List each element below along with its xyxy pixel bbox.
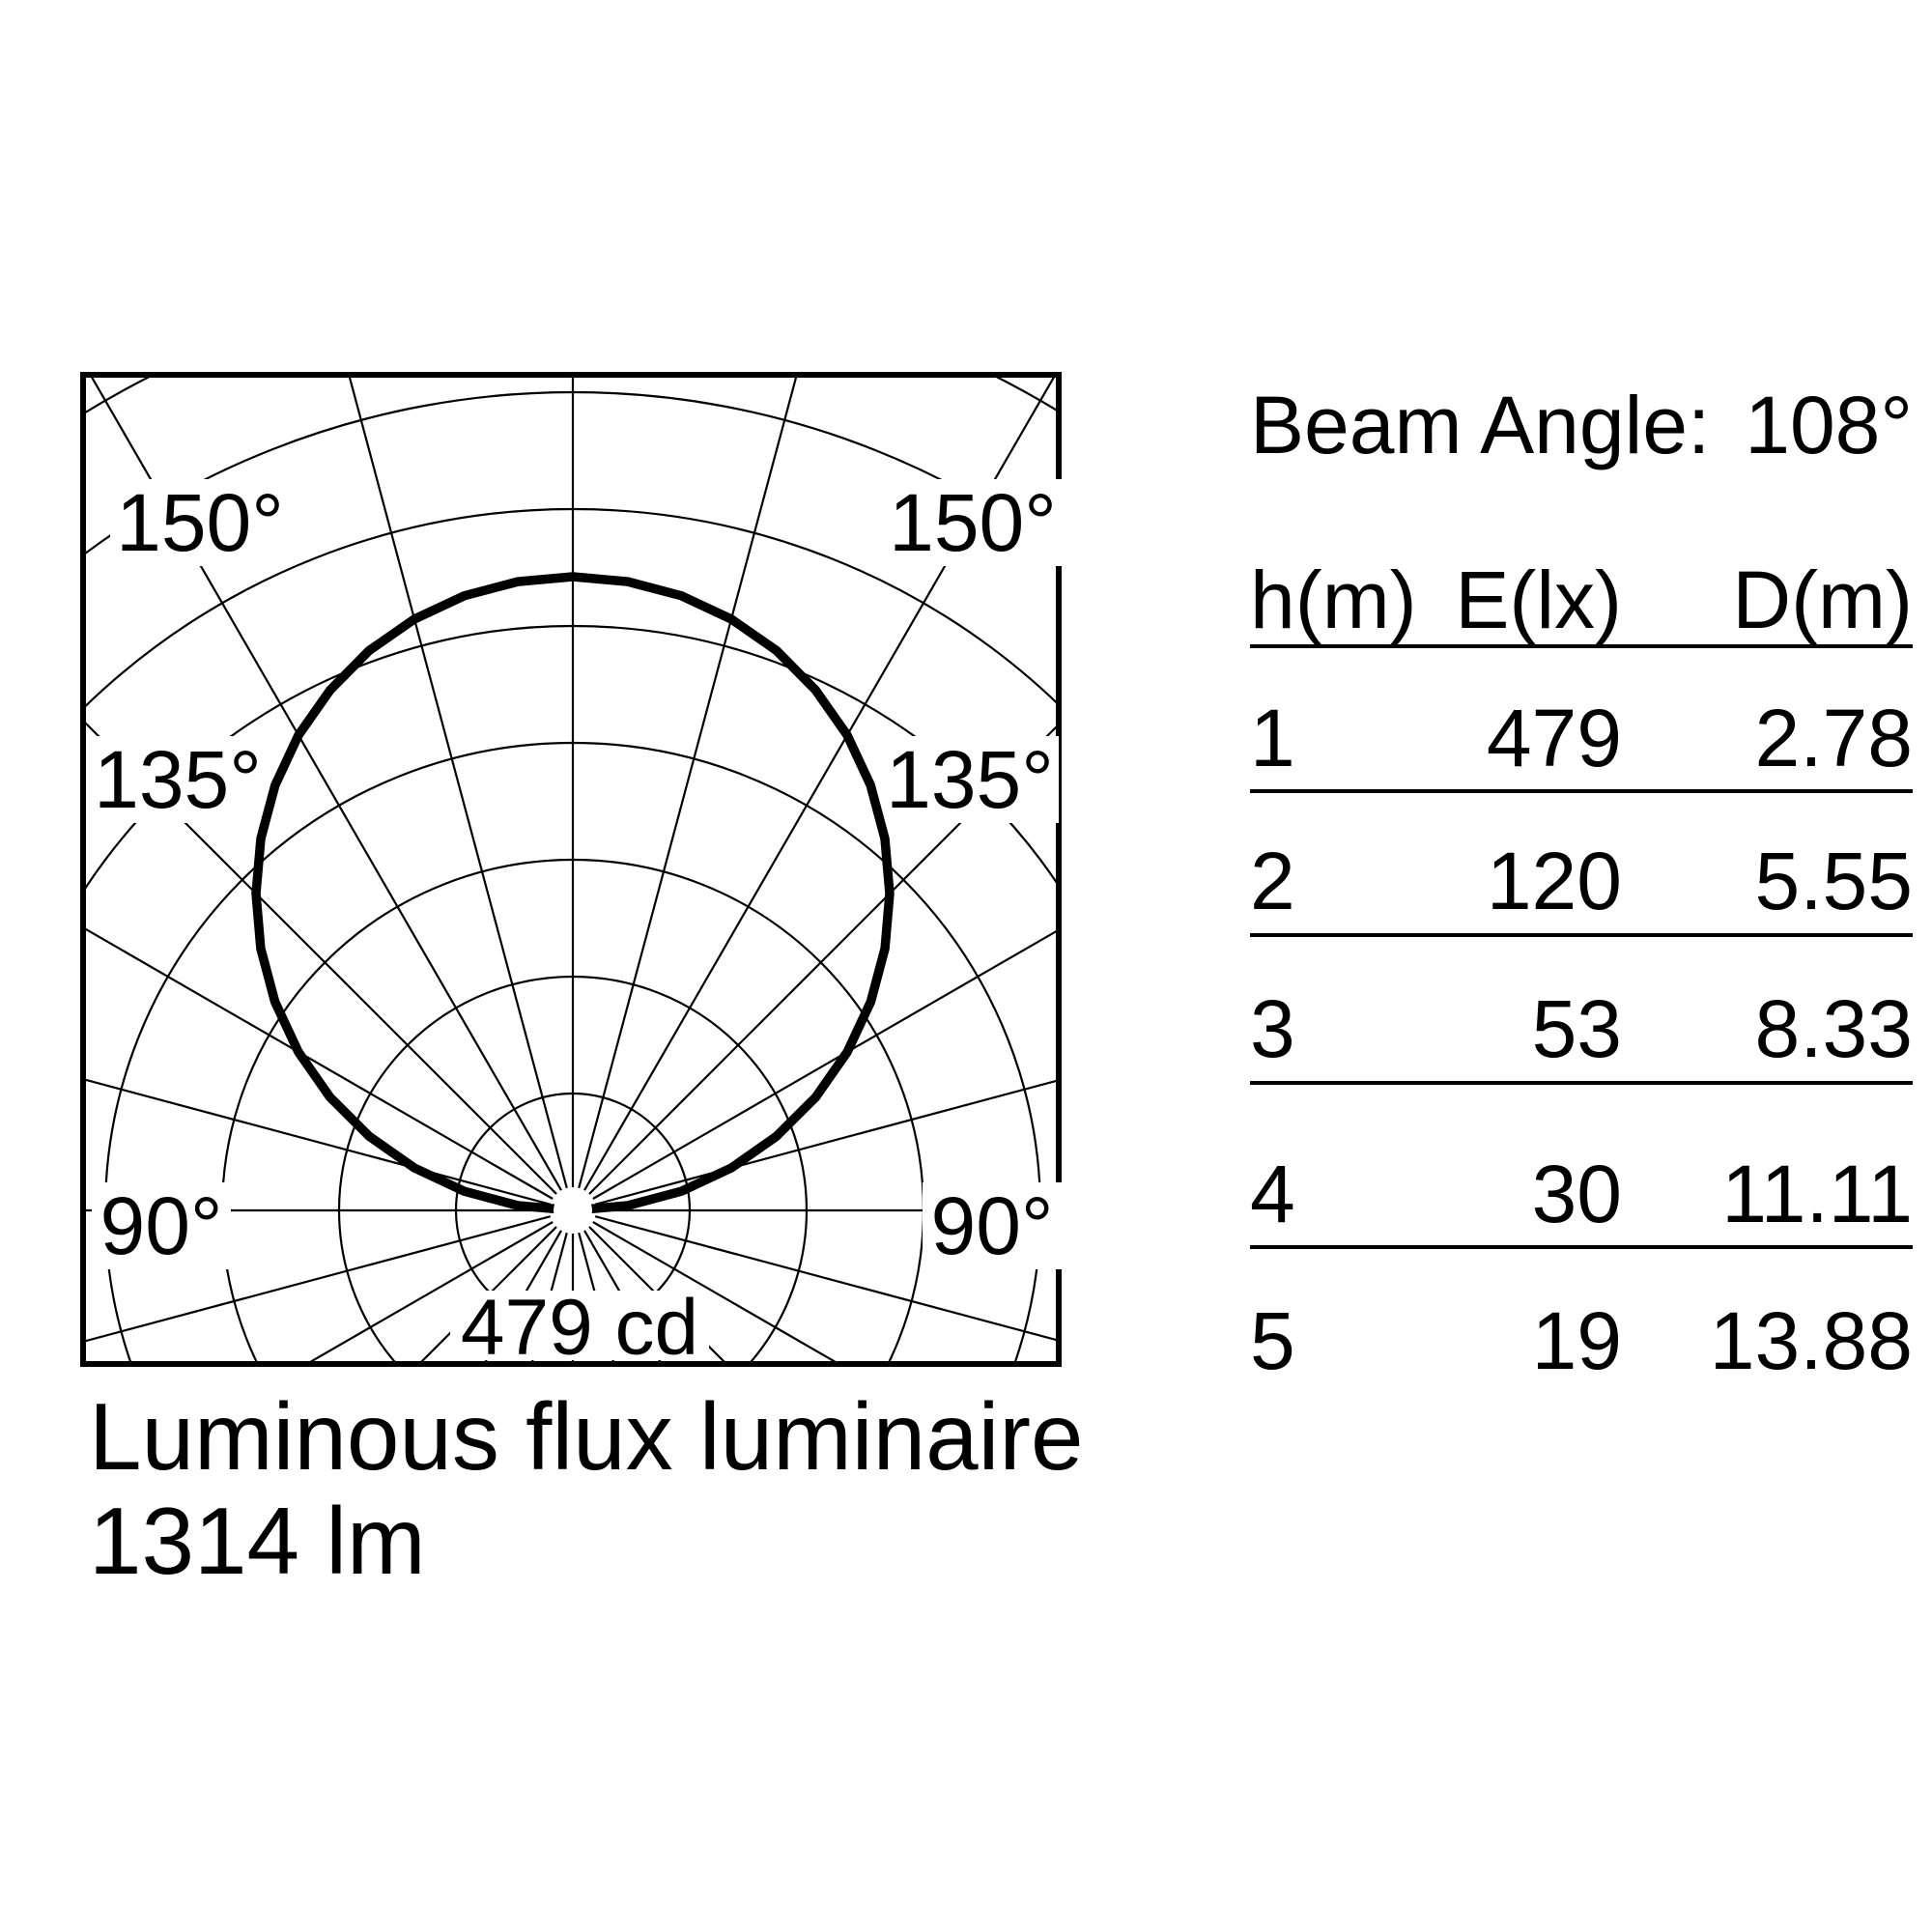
- cell-h: 4: [1250, 1149, 1295, 1239]
- label-bg: [89, 736, 267, 823]
- beam-angle-row: Beam Angle: 108°: [1250, 375, 1913, 475]
- col-header-h: h(m): [1250, 554, 1417, 645]
- cell-e: 53: [1531, 983, 1622, 1074]
- max-intensity-label: 479 cd: [461, 1284, 698, 1372]
- grid-spoke: [83, 926, 554, 1200]
- grid-spoke: [83, 1078, 552, 1206]
- grid-spoke: [83, 1215, 552, 1343]
- cell-h: 1: [1250, 693, 1295, 783]
- cell-e: 19: [1531, 1295, 1622, 1386]
- angle-labels: 150° 150° 135° 135° 90° 90°: [89, 477, 1063, 1271]
- table-row-4: 4 30 11.11: [1250, 1144, 1913, 1244]
- table-row-1: 1 479 2.78: [1250, 688, 1913, 788]
- angle-label-90-left: 90°: [99, 1180, 222, 1271]
- label-bg: [110, 479, 290, 566]
- table-rule: [1250, 1245, 1913, 1249]
- table-rule: [1250, 1081, 1913, 1085]
- angle-label-135-right: 135°: [886, 734, 1054, 825]
- cell-e: 479: [1486, 693, 1622, 783]
- angle-label-150-right: 150°: [889, 477, 1057, 568]
- label-bg: [881, 736, 1059, 823]
- cell-h: 2: [1250, 836, 1295, 926]
- table-row-2: 2 120 5.55: [1250, 831, 1913, 931]
- table-row-5: 5 19 13.88: [1250, 1291, 1913, 1391]
- grid-ring: [83, 391, 1059, 557]
- grid-spoke: [304, 1221, 554, 1364]
- cell-e: 30: [1531, 1149, 1622, 1239]
- max-intensity-label-group: 479 cd: [450, 1284, 709, 1372]
- label-bg: [923, 1182, 1062, 1269]
- intensity-curve: [251, 572, 895, 1215]
- cell-d: 11.11: [1721, 1149, 1913, 1239]
- caption-flux-value: 1314 lm: [89, 1488, 426, 1594]
- table-rule: [1250, 644, 1913, 648]
- grid-spoke: [594, 1215, 1059, 1342]
- table-header-row: h(m) E(lx) D(m): [1250, 550, 1913, 650]
- chart-border: [80, 372, 1062, 1367]
- cell-d: 2.78: [1754, 693, 1914, 783]
- col-header-d: D(m): [1732, 554, 1913, 645]
- cell-e: 120: [1486, 836, 1622, 926]
- angle-label-90-right: 90°: [930, 1180, 1053, 1271]
- beam-angle-value: 108°: [1745, 380, 1913, 470]
- caption-title: Luminous flux luminaire: [89, 1383, 1084, 1490]
- grid-spoke: [594, 1079, 1059, 1206]
- grid-spoke: [578, 375, 798, 1189]
- label-bg: [450, 1291, 709, 1360]
- table-rule: [1250, 933, 1913, 937]
- grid-spoke: [588, 1226, 728, 1364]
- grid-spoke: [592, 1221, 841, 1364]
- cell-h: 3: [1250, 983, 1295, 1074]
- cell-h: 5: [1250, 1295, 1295, 1386]
- grid-spoke: [417, 1226, 557, 1364]
- grid-spoke: [583, 375, 1057, 1191]
- angle-label-135-left: 135°: [94, 734, 262, 825]
- label-bg: [883, 479, 1063, 566]
- cell-d: 13.88: [1709, 1295, 1913, 1386]
- cell-d: 5.55: [1754, 836, 1914, 926]
- photometric-center-dot: [554, 1191, 592, 1230]
- intensity-curve-group: [251, 572, 895, 1215]
- table-rule: [1250, 789, 1913, 793]
- table-row-3: 3 53 8.33: [1250, 979, 1913, 1079]
- label-bg: [92, 1182, 231, 1269]
- cell-d: 8.33: [1754, 983, 1914, 1074]
- col-header-e: E(lx): [1455, 554, 1622, 645]
- angle-label-150-left: 150°: [116, 477, 284, 568]
- grid-spoke: [592, 928, 1059, 1200]
- grid-spoke: [348, 375, 568, 1189]
- beam-angle-label: Beam Angle:: [1250, 380, 1711, 470]
- grid-spoke: [89, 375, 562, 1191]
